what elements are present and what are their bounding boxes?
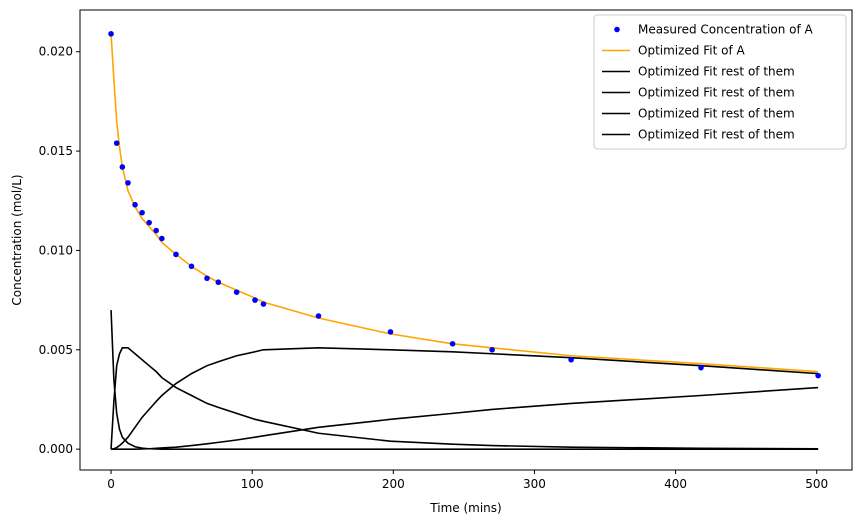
- axes-frame: [79, 9, 853, 471]
- data-point: [260, 301, 267, 307]
- y-tick-label: 0.010: [39, 243, 73, 257]
- y-tick-label: 0.015: [39, 144, 73, 158]
- y-tick-label: 0.005: [39, 343, 73, 357]
- data-point: [215, 279, 222, 286]
- x-axis-label: Time (mins): [429, 501, 501, 515]
- data-point: [489, 346, 495, 353]
- x-tick-label: 300: [523, 477, 546, 491]
- x-tick-label: 0: [107, 477, 115, 491]
- data-point: [108, 31, 114, 37]
- data-point: [252, 297, 258, 303]
- series-line-3: [110, 346, 819, 450]
- data-point: [449, 341, 456, 347]
- x-tick-label: 400: [664, 477, 687, 491]
- y-axis: 0.000 0.005 0.010 0.015 0.020: [39, 45, 80, 456]
- data-point: [153, 227, 160, 234]
- data-point: [125, 180, 131, 186]
- legend-label: Measured Concentration of A: [638, 23, 814, 37]
- data-point: [815, 372, 821, 379]
- data-point: [315, 313, 322, 319]
- data-point: [204, 275, 210, 282]
- y-axis-label: Concentration (mol/L): [10, 174, 24, 305]
- y-tick-label: 0.000: [39, 442, 73, 456]
- plot-area: [108, 31, 821, 450]
- legend-label: Optimized Fit of A: [638, 44, 746, 58]
- data-point: [146, 219, 152, 226]
- data-point: [698, 364, 704, 371]
- series-line-5: [111, 386, 819, 450]
- legend-label: Optimized Fit rest of them: [638, 107, 795, 121]
- data-point: [173, 251, 179, 258]
- legend-label: Optimized Fit rest of them: [638, 86, 795, 100]
- data-point: [568, 356, 574, 363]
- data-point: [233, 289, 240, 295]
- data-point: [139, 209, 145, 216]
- legend: Measured Concentration of A Optimized Fit…: [593, 14, 847, 150]
- data-point: [387, 329, 394, 335]
- x-axis: 0 100 200 300 400 500: [107, 470, 828, 491]
- data-point: [188, 263, 195, 270]
- x-tick-label: 500: [805, 477, 828, 491]
- legend-marker: [614, 26, 620, 33]
- series-line-4: [110, 346, 819, 450]
- legend-label: Optimized Fit rest of them: [638, 65, 795, 79]
- series-line-2: [110, 310, 819, 450]
- y-tick-label: 0.020: [39, 45, 73, 59]
- legend-label: Optimized Fit rest of them: [638, 128, 795, 142]
- x-tick-label: 200: [382, 477, 405, 491]
- x-tick-label: 100: [241, 477, 264, 491]
- data-point: [159, 235, 165, 242]
- data-point: [119, 164, 126, 170]
- data-point: [113, 140, 120, 146]
- legend-box: [593, 14, 847, 150]
- data-point: [132, 201, 138, 208]
